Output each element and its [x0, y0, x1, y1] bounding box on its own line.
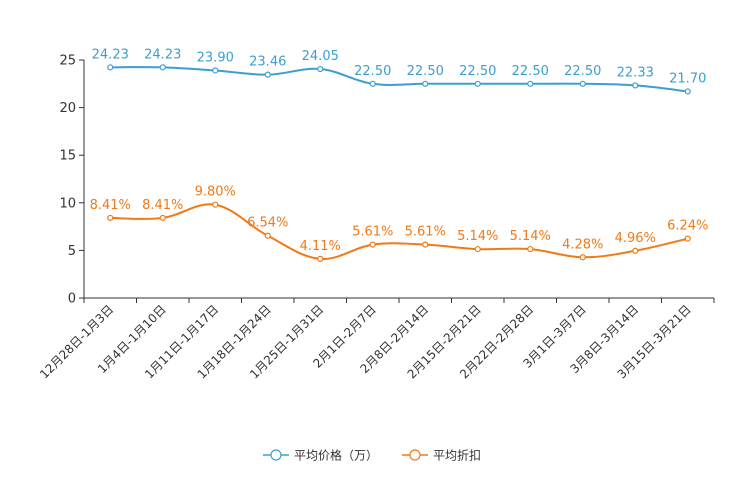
data-label: 24.23 [144, 47, 181, 62]
data-point[interactable] [474, 245, 481, 253]
data-point[interactable] [422, 80, 429, 87]
legend[interactable]: 平均价格（万） 平均折扣 [262, 448, 481, 463]
legend-label: 平均折扣 [433, 448, 481, 463]
data-point[interactable] [422, 241, 429, 248]
y-tick-label: 10 [59, 196, 76, 211]
data-point[interactable] [474, 80, 481, 87]
data-point[interactable] [579, 80, 586, 87]
data-label: 24.05 [302, 49, 339, 64]
data-label: 6.54% [247, 216, 288, 231]
y-tick-label: 0 [68, 292, 76, 307]
data-label: 21.70 [669, 71, 706, 86]
data-point[interactable] [684, 88, 691, 95]
data-point[interactable] [317, 65, 324, 73]
data-label: 5.14% [510, 229, 551, 244]
data-label: 23.90 [197, 50, 234, 65]
data-label: 22.50 [564, 64, 601, 79]
data-point[interactable] [159, 64, 166, 71]
data-point[interactable] [684, 235, 691, 242]
series-average-discount: 8.41% 8.41% 9.80% 6.54% 4.11% 5.61% 5.61% 5.14%… [90, 185, 708, 262]
data-point[interactable] [212, 67, 219, 74]
data-point[interactable] [527, 80, 534, 87]
data-point[interactable] [107, 214, 114, 222]
data-point[interactable] [107, 64, 114, 71]
data-label: 5.61% [352, 225, 393, 240]
data-label: 8.41% [90, 198, 131, 213]
data-label: 22.50 [512, 64, 549, 79]
data-label: 24.23 [92, 47, 129, 62]
legend-marker-circle [409, 449, 421, 461]
data-label: 22.33 [617, 65, 654, 80]
data-point[interactable] [369, 80, 376, 87]
series-layer: 24.23 24.23 23.90 23.46 24.05 22.50 22.50 22.50… [90, 47, 708, 262]
axes [83, 60, 714, 299]
data-label: 4.96% [615, 231, 656, 246]
legend-marker-circle [270, 449, 282, 461]
data-label: 4.11% [300, 239, 341, 254]
series-line [110, 203, 688, 260]
data-point[interactable] [212, 201, 219, 208]
series-average-price: 24.23 24.23 23.90 23.46 24.05 22.50 22.50 22.50… [92, 47, 706, 95]
data-point[interactable] [527, 245, 534, 253]
y-tick-label: 25 [59, 54, 76, 69]
data-label: 8.41% [142, 198, 183, 213]
legend-item-average-price[interactable]: 平均价格（万） [262, 448, 378, 463]
data-label: 23.46 [249, 55, 286, 70]
data-point[interactable] [369, 241, 376, 248]
data-label: 22.50 [459, 64, 496, 79]
y-tick-label: 15 [59, 149, 76, 164]
data-label: 4.28% [562, 237, 603, 252]
data-label: 5.61% [405, 225, 446, 240]
data-label: 5.14% [457, 229, 498, 244]
data-point[interactable] [264, 71, 271, 78]
legend-item-average-discount[interactable]: 平均折扣 [402, 448, 481, 463]
data-point[interactable] [264, 232, 271, 239]
series-line [110, 66, 688, 93]
y-tick-label: 5 [68, 244, 76, 259]
x-axis-ticks: 12月28日-1月3日1月4日-1月10日1月11日-1月17日1月18日-1月… [37, 298, 715, 382]
data-label: 9.80% [195, 185, 236, 200]
data-label: 22.50 [407, 64, 444, 79]
data-point[interactable] [632, 82, 639, 89]
y-axis-ticks: 0 5 10 15 20 25 [59, 54, 84, 307]
data-point[interactable] [317, 255, 324, 262]
data-point[interactable] [159, 214, 166, 222]
data-label: 6.24% [667, 219, 708, 234]
y-tick-label: 20 [59, 101, 76, 116]
data-point[interactable] [632, 247, 639, 254]
data-point[interactable] [579, 254, 586, 261]
legend-label: 平均价格（万） [294, 448, 378, 463]
data-label: 22.50 [354, 64, 391, 79]
